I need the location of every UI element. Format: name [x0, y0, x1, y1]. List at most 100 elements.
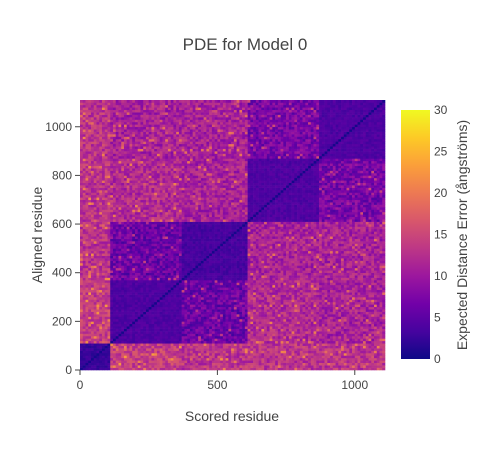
heatmap-cell: [140, 294, 144, 298]
heatmap-cell: [203, 321, 207, 325]
heatmap-cell: [330, 367, 334, 371]
heatmap-cell: [277, 265, 281, 269]
heatmap-cell: [277, 314, 281, 317]
heatmap-cell: [203, 272, 207, 276]
heatmap-cell: [368, 277, 372, 281]
heatmap-cell: [283, 301, 287, 305]
heatmap-cell: [121, 297, 125, 300]
heatmap-cell: [335, 277, 339, 281]
heatmap-cell: [203, 314, 207, 317]
heatmap-cell: [154, 275, 158, 278]
heatmap-cell: [217, 367, 221, 371]
heatmap-cell: [123, 292, 128, 295]
heatmap-cell: [101, 287, 106, 291]
heatmap-cell: [305, 338, 309, 342]
heatmap-cell: [288, 338, 292, 342]
heatmap-cell: [192, 262, 196, 266]
heatmap-cell: [247, 340, 251, 344]
heatmap-cell: [379, 262, 383, 266]
heatmap-cell: [88, 316, 92, 320]
heatmap-cell: [176, 360, 180, 363]
heatmap-cell: [363, 304, 367, 308]
heatmap-cell: [200, 282, 204, 286]
heatmap-cell: [313, 326, 317, 329]
heatmap-cell: [110, 280, 114, 283]
heatmap-cell: [85, 270, 89, 273]
heatmap-cell: [137, 306, 141, 310]
heatmap-cell: [338, 328, 342, 332]
heatmap-cell: [101, 294, 106, 298]
heatmap-cell: [321, 326, 325, 329]
heatmap-cell: [261, 267, 265, 271]
heatmap-cell: [294, 333, 298, 337]
heatmap-cell: [321, 309, 325, 312]
heatmap-cell: [272, 270, 276, 273]
heatmap-cell: [291, 335, 295, 339]
heatmap-cell: [305, 284, 309, 288]
heatmap-cell: [253, 348, 257, 351]
heatmap-cell: [126, 345, 130, 349]
heatmap-cell: [115, 272, 119, 276]
heatmap-cell: [159, 335, 163, 339]
heatmap-cell: [368, 352, 372, 356]
heatmap-cell: [239, 333, 243, 337]
heatmap-cell: [170, 280, 174, 283]
heatmap-cell: [99, 321, 103, 325]
heatmap-cell: [198, 343, 202, 346]
heatmap-cell: [349, 335, 353, 339]
heatmap-cell: [173, 331, 177, 334]
heatmap-cell: [143, 289, 147, 293]
heatmap-cell: [376, 297, 380, 300]
heatmap-cell: [200, 333, 204, 337]
heatmap-cell: [143, 318, 147, 322]
heatmap-cell: [121, 267, 125, 271]
heatmap-cell: [80, 345, 84, 349]
heatmap-cell: [283, 326, 287, 329]
heatmap-cell: [277, 280, 281, 283]
heatmap-cell: [277, 335, 281, 339]
heatmap-cell: [244, 335, 248, 339]
heatmap-cell: [85, 297, 89, 300]
heatmap-cell: [266, 282, 270, 286]
heatmap-cell: [90, 335, 95, 339]
heatmap-cell: [107, 299, 111, 303]
heatmap-cell: [302, 311, 306, 315]
heatmap-cell: [159, 297, 163, 300]
heatmap-cell: [82, 280, 86, 283]
heatmap-cell: [327, 348, 331, 351]
heatmap-cell: [162, 367, 166, 371]
heatmap-cell: [203, 277, 207, 281]
heatmap-cell: [181, 287, 185, 291]
heatmap-cell: [88, 362, 92, 366]
heatmap-cell: [126, 304, 130, 308]
heatmap-cell: [132, 284, 136, 288]
heatmap-cell: [195, 357, 199, 361]
heatmap-cell: [244, 311, 248, 315]
heatmap-cell: [272, 328, 276, 332]
heatmap-cell: [346, 318, 350, 322]
heatmap-cell: [253, 272, 257, 276]
heatmap-cell: [173, 355, 177, 359]
heatmap-cell: [159, 289, 163, 293]
heatmap-cell: [200, 289, 204, 293]
heatmap-cell: [288, 345, 292, 349]
heatmap-cell: [132, 306, 136, 310]
heatmap-cell: [228, 352, 232, 356]
heatmap-cell: [338, 294, 342, 298]
heatmap-cell: [302, 316, 306, 320]
heatmap-cell: [93, 265, 97, 269]
heatmap-cell: [222, 323, 226, 327]
heatmap-cell: [154, 343, 158, 346]
heatmap-cell: [154, 270, 158, 273]
heatmap-cell: [228, 284, 232, 288]
heatmap-cell: [244, 352, 248, 356]
heatmap-cell: [173, 314, 177, 317]
heatmap-cell: [107, 265, 111, 269]
heatmap-cell: [123, 328, 128, 332]
heatmap-cell: [244, 294, 248, 298]
heatmap-cell: [148, 321, 152, 325]
heatmap-cell: [129, 306, 133, 310]
heatmap-cell: [159, 277, 163, 281]
heatmap-cell: [170, 360, 174, 363]
heatmap-cell: [231, 367, 235, 371]
